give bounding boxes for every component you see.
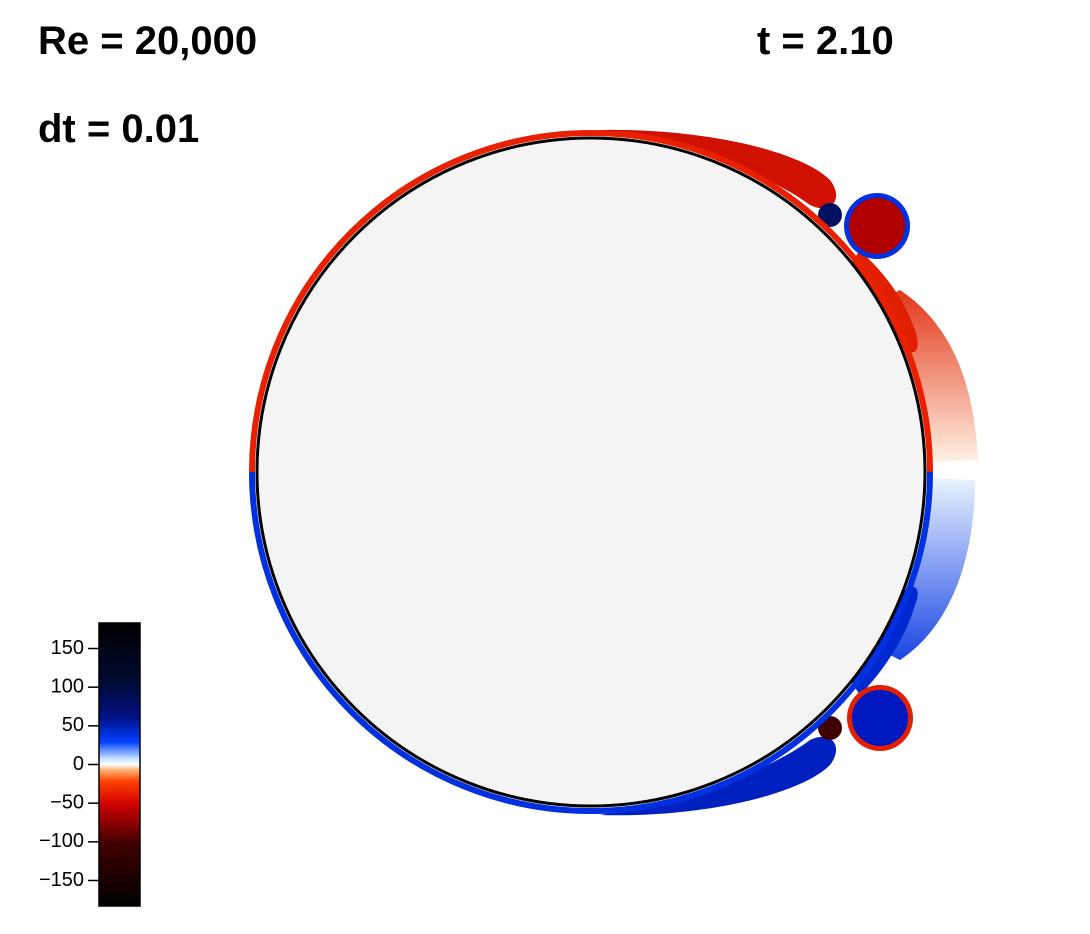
timestep-label: dt = 0.01	[38, 107, 199, 151]
colorbar	[98, 622, 141, 907]
colorbar-tick-label: −150	[39, 869, 84, 891]
lower-boundary-layer	[249, 471, 933, 814]
colorbar-tick-label: −100	[39, 830, 84, 852]
time-label: t = 2.10	[757, 19, 894, 63]
colorbar-tick-label: 150	[51, 637, 84, 659]
cylinder	[255, 136, 927, 808]
colorbar-tick-label: 100	[51, 675, 84, 697]
colorbar-tick-label: −50	[50, 791, 84, 813]
colorbar-tick-label: 0	[73, 753, 84, 775]
colorbar-tick-label: 50	[62, 714, 84, 736]
upper-boundary-layer	[249, 130, 933, 473]
reynolds-label: Re = 20,000	[38, 19, 257, 63]
